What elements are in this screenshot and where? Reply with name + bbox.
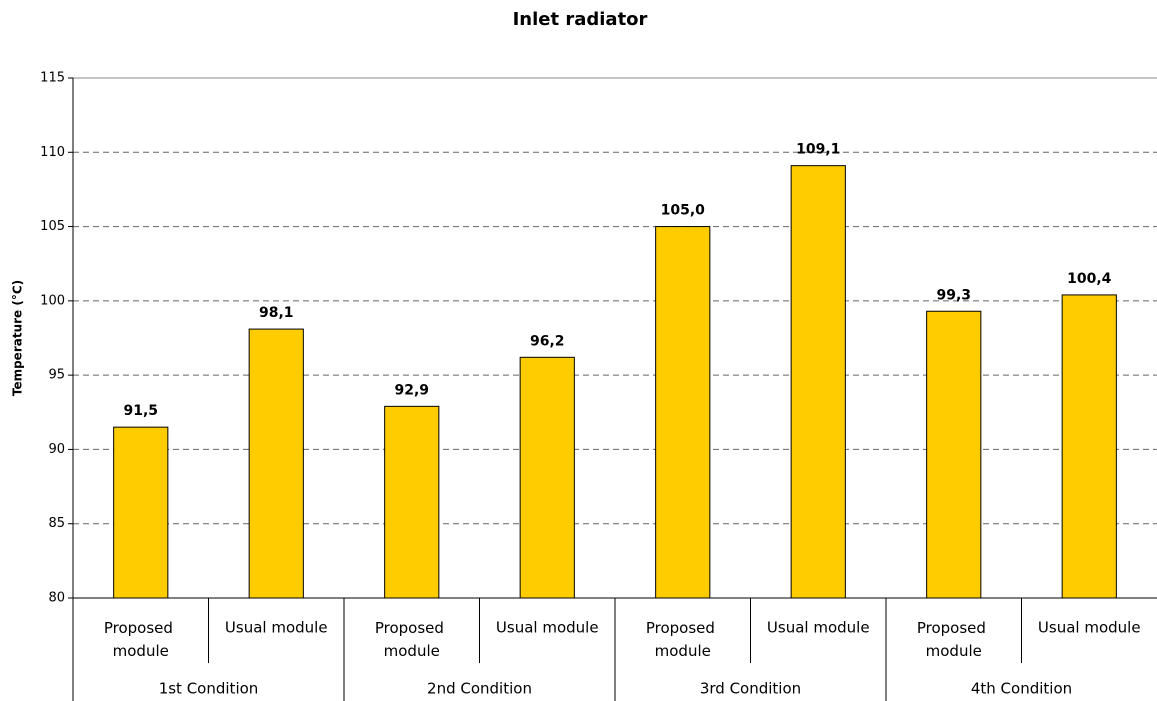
group-label: 2nd Condition <box>427 680 532 698</box>
y-axis-label: Temperature (°C) <box>11 280 25 396</box>
x-tick-label: Usual module <box>225 619 328 637</box>
chart-title: Inlet radiator <box>513 9 648 30</box>
y-tick-label: 85 <box>48 516 65 531</box>
x-tick-label: Proposed module <box>646 619 720 660</box>
group-label: 3rd Condition <box>700 680 801 698</box>
bar <box>248 328 304 599</box>
bar <box>1061 294 1117 599</box>
y-tick-label: 95 <box>48 368 65 383</box>
bar <box>655 226 711 599</box>
group-label: 4th Condition <box>971 680 1072 698</box>
data-label: 99,3 <box>936 287 971 303</box>
x-tick-label: Usual module <box>496 619 599 637</box>
bar <box>790 165 846 599</box>
data-label: 105,0 <box>661 203 706 219</box>
data-label: 96,2 <box>530 333 565 349</box>
group-label: 1st Condition <box>159 680 259 698</box>
data-label: 91,5 <box>123 403 158 419</box>
y-tick-label: 110 <box>40 145 65 160</box>
bar <box>113 426 169 599</box>
x-tick-label: Proposed module <box>104 619 178 660</box>
data-label: 109,1 <box>796 142 840 158</box>
bar <box>519 356 575 599</box>
x-tick-label: Usual module <box>767 619 870 637</box>
bar <box>384 405 440 599</box>
bar <box>926 310 982 599</box>
y-tick-label: 100 <box>40 293 65 308</box>
data-label: 92,9 <box>394 382 429 398</box>
data-label: 98,1 <box>259 305 294 321</box>
y-tick-label: 115 <box>40 71 65 86</box>
y-tick-label: 90 <box>48 442 65 457</box>
data-label: 100,4 <box>1067 271 1112 287</box>
x-tick-label: Proposed module <box>375 619 449 660</box>
x-tick-label: Usual module <box>1038 619 1141 637</box>
y-tick-label: 105 <box>40 219 65 234</box>
y-tick-label: 80 <box>48 591 65 606</box>
x-tick-label: Proposed module <box>917 619 991 660</box>
